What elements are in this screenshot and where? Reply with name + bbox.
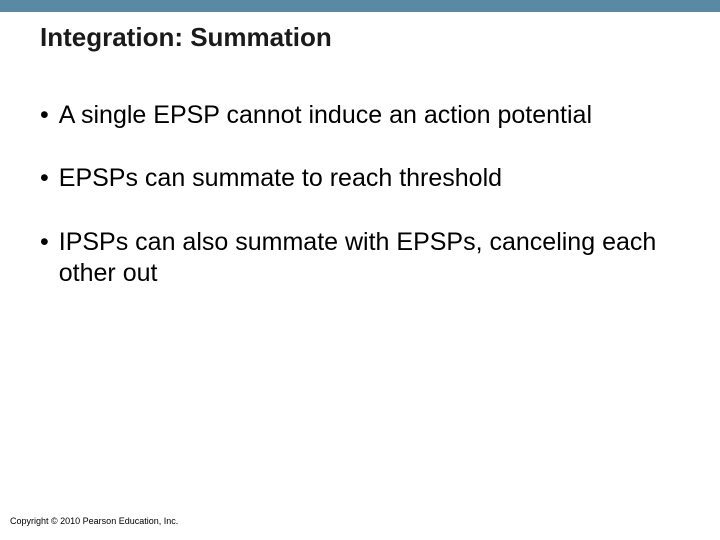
- copyright-text: Copyright © 2010 Pearson Education, Inc.: [10, 516, 178, 526]
- bullet-text: IPSPs can also summate with EPSPs, cance…: [59, 227, 660, 290]
- bullet-item: • IPSPs can also summate with EPSPs, can…: [40, 227, 660, 290]
- bullet-text: A single EPSP cannot induce an action po…: [59, 100, 592, 131]
- bullet-dot-icon: •: [40, 227, 49, 258]
- slide-title: Integration: Summation: [40, 22, 332, 53]
- bullet-dot-icon: •: [40, 163, 49, 194]
- slide-body: • A single EPSP cannot induce an action …: [40, 100, 660, 321]
- bullet-text: EPSPs can summate to reach threshold: [59, 163, 502, 194]
- bullet-item: • EPSPs can summate to reach threshold: [40, 163, 660, 194]
- bullet-item: • A single EPSP cannot induce an action …: [40, 100, 660, 131]
- header-bar: [0, 0, 720, 12]
- slide: Integration: Summation • A single EPSP c…: [0, 0, 720, 540]
- bullet-dot-icon: •: [40, 100, 49, 131]
